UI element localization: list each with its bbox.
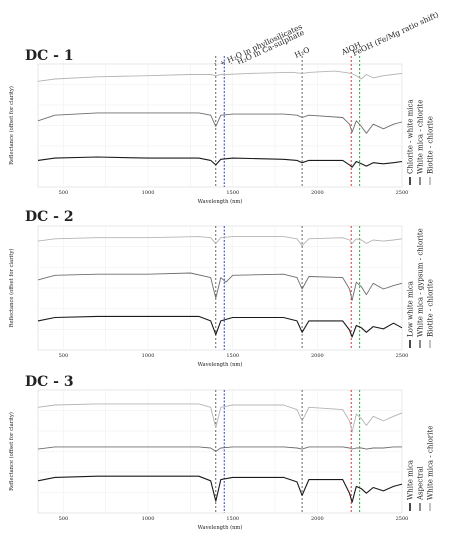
series-line (37, 70, 403, 82)
x-tick-label: 2000 (311, 353, 324, 359)
series-line (37, 112, 403, 134)
x-tick-label: 1500 (226, 353, 239, 359)
series-line (37, 315, 403, 338)
legend-label: Biotite - chlorite (427, 116, 435, 174)
x-tick-label: 1500 (226, 516, 239, 522)
series-line (37, 446, 402, 452)
legend-label: White mica - gypsum - chlorite (417, 228, 425, 337)
legend-label: Chlorite - white mica (407, 99, 415, 174)
series-line (37, 156, 403, 168)
x-tick-label: 2500 (396, 353, 409, 359)
y-axis-label: Reflectance (offset for clarity) (8, 86, 15, 165)
x-axis-label: Wavelength (nm) (198, 361, 243, 368)
x-axis-label: Wavelength (nm) (198, 198, 243, 205)
x-tick-label: 2500 (396, 516, 409, 522)
annotation-feoh: FeOH (Fe/Mg ratio shift) (351, 10, 440, 58)
series-line (37, 272, 403, 301)
x-tick-label: 500 (59, 353, 69, 359)
x-tick-label: 2500 (396, 190, 409, 196)
x-tick-label: 2000 (311, 190, 324, 196)
legend-label: White mica (407, 460, 415, 500)
x-tick-label: 2000 (311, 516, 324, 522)
x-tick-label: 500 (59, 190, 69, 196)
panel-dc2: 500 1000 1500 2000 2500 Wavelength (nm) Reflec… (8, 225, 435, 368)
x-tick-label: 1000 (142, 516, 155, 522)
panel-title-dc3: DC - 3 (25, 374, 74, 390)
legend-label: Low white mica (407, 281, 415, 337)
y-axis-label: Reflectance (offset for clarity) (8, 249, 15, 328)
legend-label: Biotite - chlorite (427, 279, 435, 337)
x-tick-label: 1500 (226, 190, 239, 196)
y-axis-label: Reflectance (offset for clarity) (8, 412, 15, 491)
panel-dc1: 500 1000 1500 2000 2500 Wavelength (nm) Reflec… (8, 56, 435, 205)
legend-label: Aspectral (417, 465, 425, 501)
x-tick-label: 1000 (142, 353, 155, 359)
x-axis-label: Wavelength (nm) (198, 524, 243, 531)
legend-label: White mica - chlorite (417, 100, 425, 174)
x-tick-label: 500 (59, 516, 69, 522)
panel-dc3: 500 1000 1500 2000 2500 Wavelength (nm) Reflec… (8, 389, 435, 531)
legend-label: White mica - chlorite (427, 426, 435, 500)
series-line (37, 475, 403, 503)
x-tick-label: 1000 (142, 190, 155, 196)
series-line (37, 236, 403, 247)
series-line (37, 403, 403, 433)
panel-title-dc2: DC - 2 (25, 209, 74, 225)
panel-title-dc1: DC - 1 (25, 48, 74, 64)
